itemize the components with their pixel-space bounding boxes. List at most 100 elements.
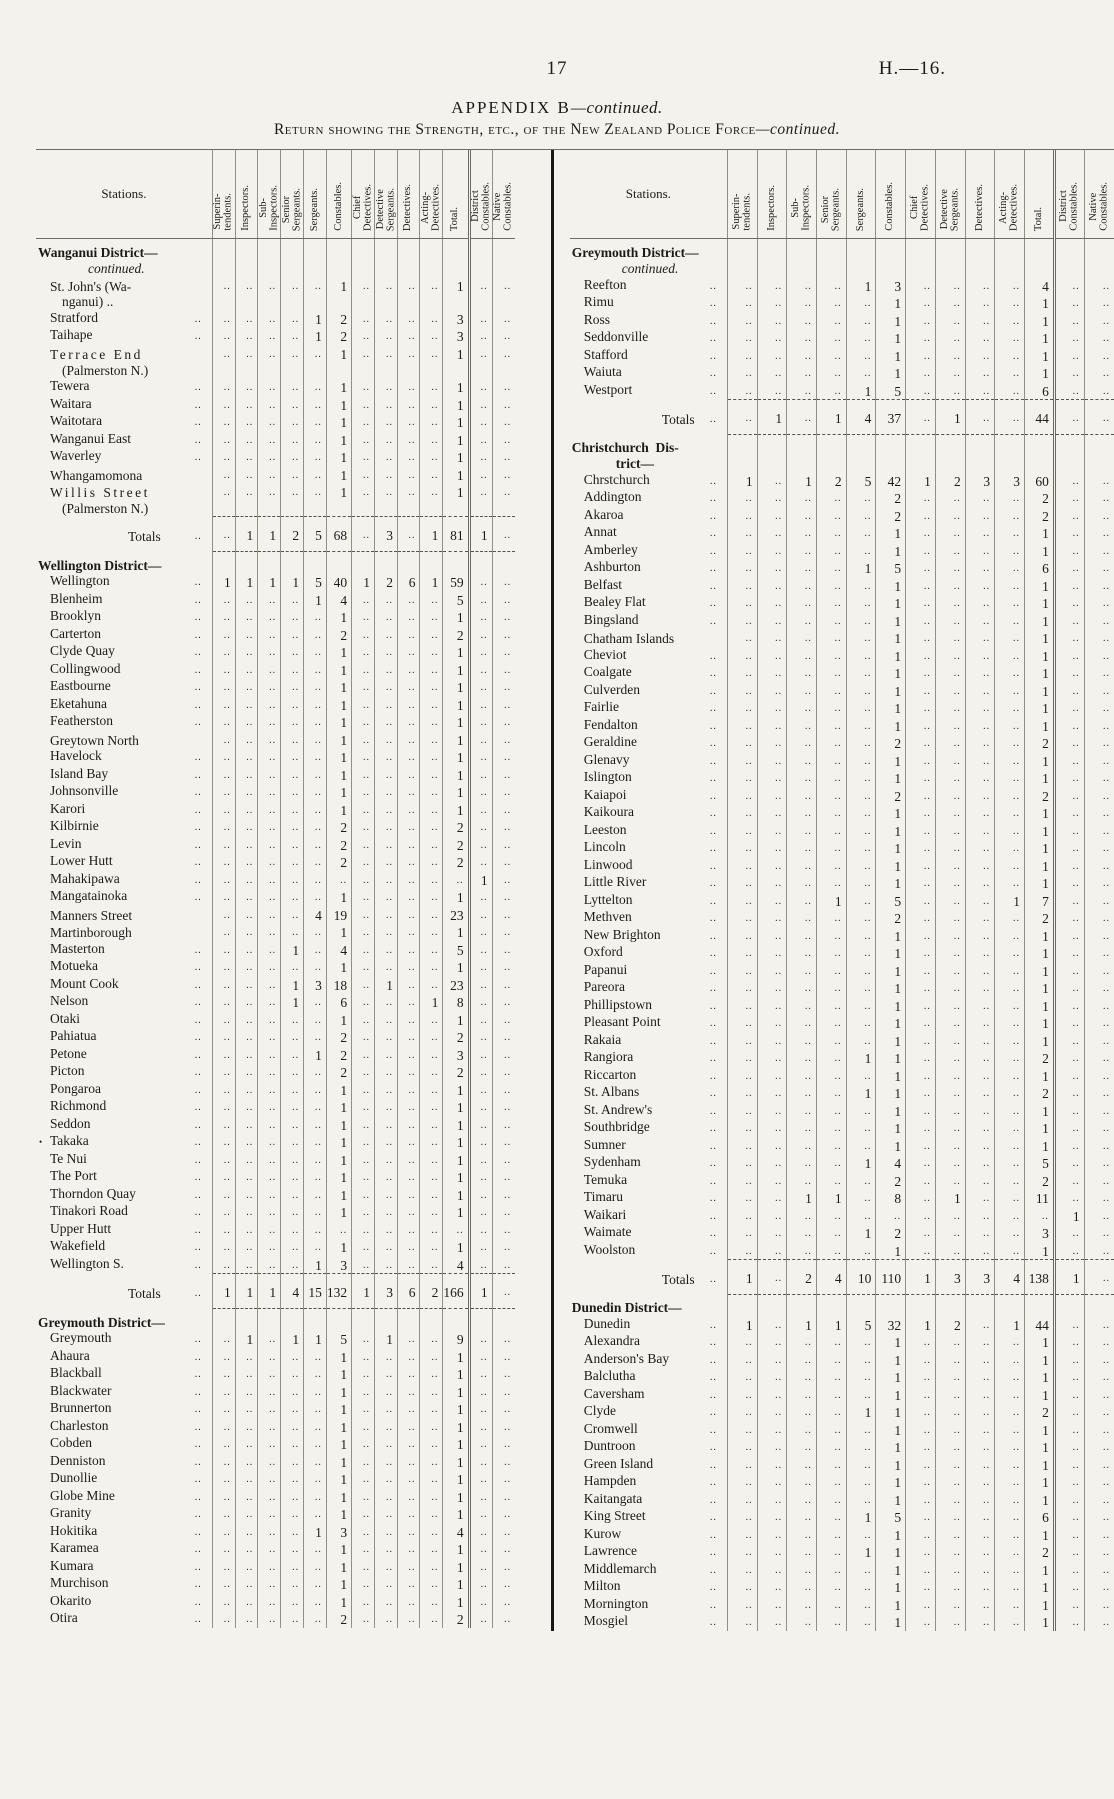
value-cell-sub-inspectors: .. [257, 1185, 281, 1204]
blank-dots: .. [504, 313, 512, 325]
station-name: Seddon [50, 1115, 91, 1131]
leader-dots: .. [709, 1372, 717, 1384]
district-continued-row: continued. [570, 260, 1114, 277]
blank-dots: .. [314, 647, 322, 659]
value-cell-sub-inspectors: .. [786, 364, 817, 382]
value-cell-sub-inspectors: .. [786, 716, 817, 735]
value-cell-total: 1 [442, 1080, 470, 1099]
value-cell-senior-sergeants: .. [815, 646, 847, 665]
value-cell-sergeants: .. [845, 979, 876, 997]
blank-dots: .. [314, 839, 322, 851]
value-cell-inspectors: .. [234, 905, 258, 924]
value-cell-detective-sergeants: .. [934, 489, 966, 507]
value-cell-superin-tendents: 1 [211, 573, 236, 591]
station-cell: Stratford.. [36, 310, 212, 328]
station-cell: Bingsland.. [570, 612, 728, 630]
blank-dots: .. [864, 1245, 872, 1257]
blank-dots: .. [504, 1287, 512, 1299]
blank-dots: .. [431, 1102, 439, 1114]
blank-dots: .. [480, 1334, 488, 1346]
value-cell-superin-tendents: .. [211, 958, 236, 976]
station-name: Tinakori Road [50, 1203, 128, 1219]
blank-dots: .. [480, 1119, 488, 1131]
value-cell-inspectors: .. [756, 1368, 787, 1386]
value-cell-superin-tendents: .. [726, 1613, 758, 1631]
station-cell-content: Blackball.. [50, 1365, 212, 1383]
station-cell: Fendalton.. [570, 717, 728, 735]
station-row: Westport.......... 1 5........ 6.... [570, 381, 1114, 400]
value-cell-senior-sergeants: .. [280, 1168, 304, 1186]
blank-dots: .. [1012, 1407, 1020, 1419]
blank-dots: .. [804, 1210, 812, 1222]
value-cell-district-constables: .. [467, 1010, 493, 1029]
blank-dots: .. [745, 1018, 753, 1030]
blank-dots: .. [480, 1032, 488, 1044]
station-cell: Globe Mine.. [36, 1488, 212, 1506]
value-cell-district-constables: .. [1052, 1315, 1085, 1334]
value-cell-senior-sergeants: .. [280, 1063, 304, 1081]
value-cell-native-constables: .. [491, 1400, 516, 1418]
value-cell-total: 1 [1023, 751, 1055, 770]
blank-dots: .. [775, 668, 783, 680]
blank-dots: .. [983, 790, 991, 802]
blank-dots: .. [363, 1189, 371, 1201]
value-cell-constables: 2 [875, 1224, 906, 1242]
blank-dots: .. [480, 1207, 488, 1219]
blank-dots: .. [223, 1014, 231, 1026]
value-cell-total: 1 [442, 1575, 470, 1593]
appendix-title-continued: —continued. [570, 98, 663, 117]
value-cell-detective-sergeants: .. [374, 1150, 398, 1169]
value-cell-senior-sergeants: .. [815, 559, 847, 577]
value-cell-senior-sergeants: .. [815, 276, 847, 295]
value-cell-senior-sergeants: .. [815, 1014, 847, 1032]
blank-dots: .. [834, 965, 842, 977]
station-row: Mahakipawa........................ 1.. [36, 870, 516, 889]
station-cell: • Takaka.. [36, 1133, 212, 1151]
leader-dots: .. [194, 1334, 202, 1346]
value-cell-detectives: .. [964, 381, 995, 400]
station-cell-content: Clyde.. [584, 1403, 727, 1421]
value-cell-district-constables: .. [1052, 664, 1085, 682]
blank-dots: .. [431, 1032, 439, 1044]
value-cell-sub-inspectors: .. [257, 993, 281, 1011]
station-row: Southbridge............ 1........ 1.... [570, 1119, 1114, 1137]
blank-dots: .. [834, 1105, 842, 1117]
station-row: Johnsonville............ 1........ 1.... [36, 783, 516, 801]
station-row: St. Albans.......... 1 1........ 2.... [570, 1084, 1114, 1102]
blank-dots: .. [1012, 738, 1020, 750]
value-cell-chief-detectives: .. [905, 786, 936, 805]
blank-dots: .. [385, 1579, 393, 1591]
value-cell-sergeants: .. [845, 346, 876, 365]
blank-dots: .. [745, 368, 753, 380]
value-cell-total: 1 [442, 748, 470, 766]
column-header-inspectors: Inspectors. [234, 150, 258, 239]
station-name: Rimu [583, 294, 614, 310]
value-cell-sergeants: .. [845, 646, 876, 665]
value-cell-native-constables: .. [491, 309, 516, 328]
leader-dots: .. [709, 1354, 717, 1366]
blank-dots: .. [745, 1582, 753, 1594]
blank-dots: .. [363, 594, 371, 606]
value-cell-sergeants: .. [845, 506, 876, 525]
blank-dots: .. [504, 1014, 512, 1026]
value-cell-sergeants [845, 455, 876, 472]
blank-dots: .. [269, 1421, 277, 1433]
value-cell-sergeants: .. [303, 483, 327, 501]
value-cell-detective-sergeants: .. [374, 590, 398, 609]
value-cell-detective-sergeants: .. [934, 699, 966, 717]
value-cell-native-constables: .. [1083, 1333, 1114, 1351]
value-cell-chief-detectives: .. [351, 1133, 375, 1151]
station-name: Ross [583, 311, 611, 327]
station-cell-content: Collingwood.. [50, 661, 212, 679]
blank-dots: .. [804, 825, 812, 837]
value-cell-native-constables: .. [491, 695, 516, 714]
value-cell-chief-detectives: .. [905, 664, 936, 682]
blank-dots: .. [246, 822, 254, 834]
leader-dots: .. [709, 333, 717, 345]
blank-dots: .. [292, 469, 300, 481]
blank-dots: .. [745, 843, 753, 855]
blank-dots: .. [480, 1561, 488, 1573]
value-cell-chief-detectives: .. [351, 748, 375, 766]
blank-dots: .. [1072, 860, 1080, 872]
totals-label-content: Totals.. [584, 412, 727, 428]
